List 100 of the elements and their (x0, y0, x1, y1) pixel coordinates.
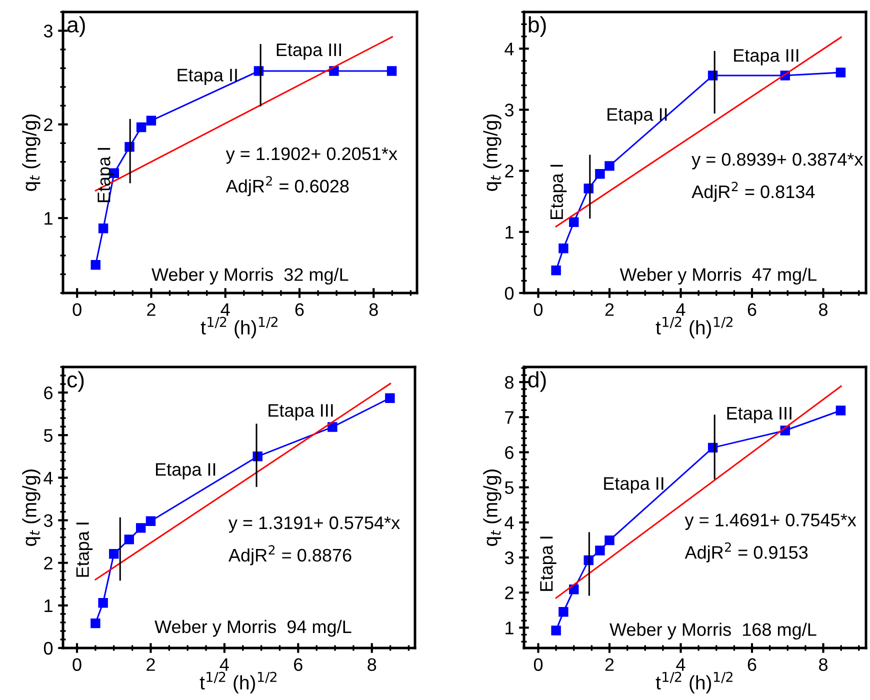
y-tick-label: 6 (44, 386, 52, 400)
y-tick-label: 1 (506, 622, 514, 634)
annotation: Etapa II (604, 477, 664, 494)
x-axis-title: t$^{1/2}$ (h)$^{1/2}$ (656, 316, 732, 338)
y-tick-label: 0 (44, 642, 53, 655)
chart-title: c) (67, 371, 84, 392)
x-tick-label: 0 (534, 303, 543, 316)
y-tick-label: 2 (44, 556, 52, 570)
x-tick-label: 8 (819, 303, 828, 316)
annotation: Weber y Morris 168 mg/L (610, 622, 816, 640)
y-tick-label: 1 (44, 212, 52, 225)
annotation: AdjR$^{2}$ = 0.8134 (692, 182, 815, 202)
point (836, 406, 846, 416)
y-tick-label: 2 (505, 164, 514, 178)
point (604, 535, 614, 546)
y-tick-label: 8 (505, 376, 514, 389)
point (558, 607, 568, 617)
x-tick-label: 2 (605, 658, 614, 671)
y-tick-label: 5 (44, 429, 53, 442)
point (595, 546, 605, 556)
x-axis-title: t$^{1/2}$ (h)$^{1/2}$ (656, 672, 732, 694)
annotation: y = 1.3191+ 0.5754*x (228, 516, 400, 533)
annotation: y = 1.4691+ 0.7545*x (684, 514, 856, 530)
point (124, 534, 134, 544)
x-axis-title: t$^{1/2}$ (h)$^{1/2}$ (200, 316, 278, 338)
y-tick-label: 6 (505, 446, 514, 459)
point (836, 68, 846, 78)
point (98, 598, 108, 608)
y-tick-label: 1 (506, 226, 514, 238)
chart-title: a) (67, 16, 85, 37)
annotation: Weber y Morris 47 mg/L (620, 268, 817, 285)
point (98, 224, 108, 234)
x-tick-label: 2 (146, 658, 155, 671)
x-tick-label: 4 (676, 303, 686, 316)
annotation: Etapa III (268, 404, 333, 420)
x-tick-label: 4 (676, 658, 686, 671)
y-tick-label: 3 (504, 104, 514, 116)
annotation: Etapa II (178, 68, 237, 86)
x-tick-label: 0 (534, 658, 543, 671)
point (569, 217, 579, 227)
annotation: AdjR$^{2}$ = 0.9153 (684, 542, 808, 562)
annotation: y = 0.8939+ 0.3874*x (692, 152, 864, 170)
point (146, 116, 156, 126)
point (136, 122, 146, 132)
y-tick-label: 0 (504, 286, 514, 300)
point (558, 244, 568, 254)
annotation: Etapa I (98, 148, 114, 202)
x-tick-label: 2 (605, 303, 614, 316)
y-tick-label: 4 (504, 42, 514, 56)
y-tick-label: 2 (505, 586, 514, 600)
annotation: AdjR$^{2}$ = 0.8876 (228, 545, 352, 566)
x-tick-label: 6 (294, 658, 302, 671)
point (90, 260, 100, 270)
annotation: Weber y Morris 32 mg/L (152, 268, 348, 285)
chart-title: b) (528, 16, 546, 37)
y-tick-label: 2 (44, 118, 52, 131)
annotation: Etapa II (156, 463, 216, 480)
x-tick-label: 0 (72, 303, 82, 316)
x-tick-label: 4 (220, 658, 229, 671)
x-tick-label: 8 (368, 658, 376, 671)
annotation: Etapa III (727, 407, 792, 424)
x-tick-label: 2 (147, 303, 156, 316)
x-tick-label: 6 (748, 658, 756, 671)
x-tick-label: 8 (369, 303, 378, 316)
x-tick-label: 4 (220, 303, 230, 316)
point (385, 393, 395, 403)
point (90, 618, 100, 628)
point (551, 626, 561, 636)
y-tick-label: 3 (44, 514, 52, 527)
x-tick-label: 6 (295, 303, 304, 316)
y-tick-label: 4 (504, 516, 514, 529)
point (604, 161, 614, 171)
y-tick-label: 3 (44, 24, 52, 38)
y-axis-title: q$_{t}$ (mg/g) (483, 114, 502, 191)
point (595, 169, 605, 179)
annotation: Weber y Morris 94 mg/L (154, 620, 352, 637)
annotation: Etapa II (608, 108, 667, 124)
y-tick-label: 4 (44, 472, 53, 484)
y-tick-label: 7 (505, 411, 514, 424)
point (136, 523, 146, 533)
y-tick-label: 5 (504, 481, 514, 494)
y-axis-title: q$_{t}$ (mg/g) (22, 114, 40, 191)
annotation: AdjR$^{2}$ = 0.6028 (226, 176, 349, 196)
point (386, 66, 397, 76)
x-axis-title: t$^{1/2}$ (h)$^{1/2}$ (200, 672, 276, 694)
y-tick-label: 1 (44, 600, 52, 612)
x-tick-label: 6 (748, 303, 756, 316)
x-tick-label: 8 (819, 658, 828, 671)
point (146, 516, 156, 526)
x-tick-label: 0 (72, 658, 82, 671)
point (551, 266, 561, 276)
annotation: Etapa I (540, 536, 556, 591)
point (328, 422, 338, 432)
annotation: Etapa III (276, 44, 341, 60)
chart-title: d) (528, 371, 546, 392)
point (109, 549, 119, 559)
annotation: Etapa I (76, 522, 93, 577)
annotation: y = 1.1902+ 0.2051*x (226, 147, 398, 164)
annotation: Etapa I (550, 164, 567, 219)
y-tick-label: 3 (504, 551, 514, 564)
